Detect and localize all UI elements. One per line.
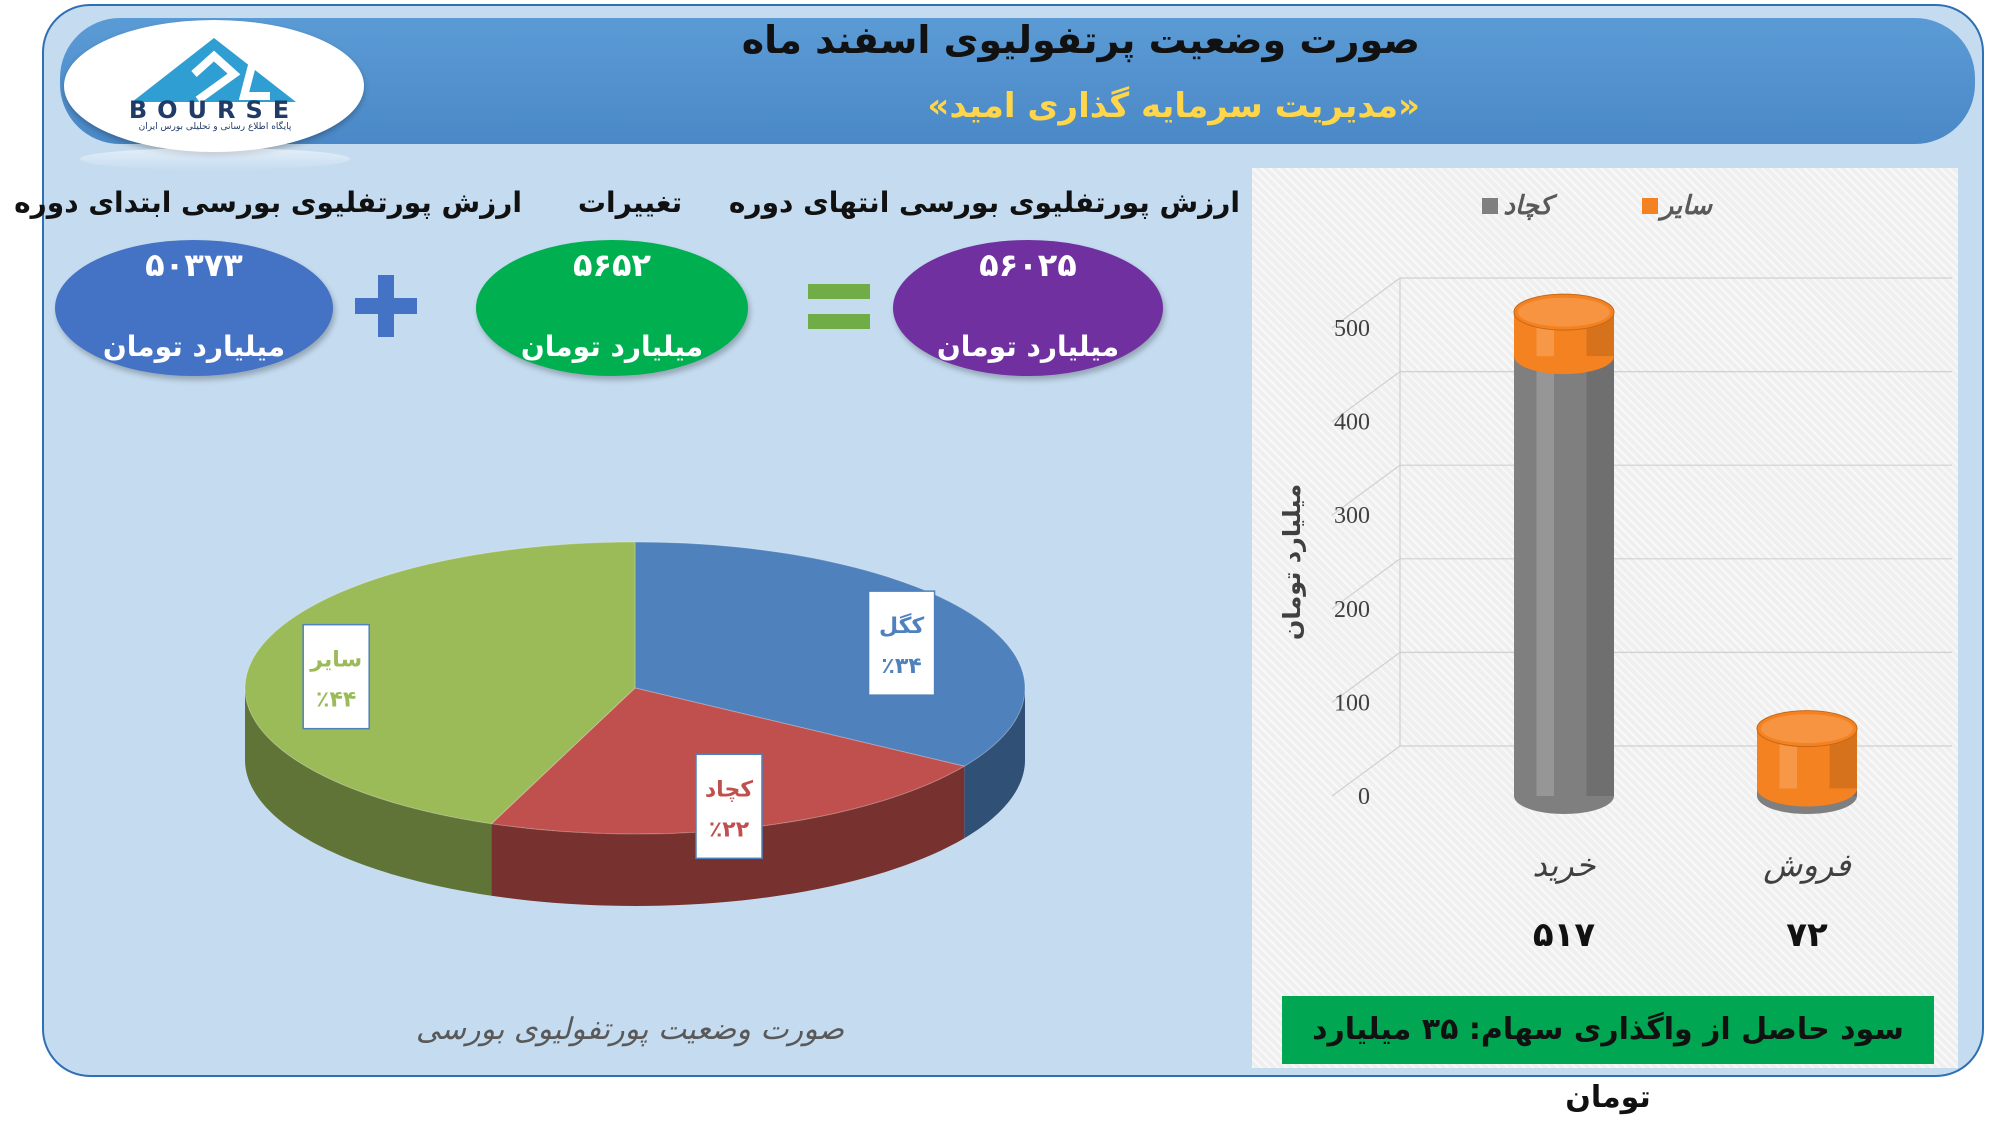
bar-stack-فروش (1756, 710, 1858, 814)
profit-banner: سود حاصل از واگذاری سهام: ۳۵ میلیارد توم… (1282, 996, 1934, 1115)
pie-chart-title: صورت وضعیت پورتفولیوی بورسی (415, 1012, 845, 1047)
end-value-label: ارزش پورتفلیوی بورسی انتهای دوره (728, 186, 1240, 219)
pie-label-percent: ٪۳۴ (881, 654, 921, 679)
bar-total-label: ۵۱۷ (1533, 915, 1596, 955)
start-value: ۵۰۳۷۳ (145, 246, 243, 284)
pie-wall-کگل (964, 688, 1025, 839)
bar-chart: 0 100 200 300 400 500 میلیارد تومان سایر کچاد خری… (1278, 191, 1952, 955)
gridline-side (1331, 651, 1401, 703)
pie-label-name: کگل (879, 612, 924, 639)
logo-word: BOURSE (128, 96, 300, 124)
page-title: صورت وضعیت پرتفولیوی اسفند ماه (741, 18, 1420, 62)
change-label: تغییرات (577, 186, 683, 219)
end-value-oval: ۵۶۰۲۵ میلیارد تومان (893, 240, 1163, 376)
x-category-label: فروش (1763, 846, 1851, 884)
infographic-page: BOURSE پایگاه اطلاع رسانی و تحلیلی بورس … (14, 4, 1984, 1115)
change-value: ۵۶۵۲ (572, 246, 652, 284)
change-unit: میلیارد تومان (520, 330, 704, 363)
pie-label-name: کچاد (705, 777, 753, 802)
bar-shadow (1586, 356, 1614, 796)
bar-segment-سایر (1757, 728, 1857, 807)
legend-swatch-سایر (1642, 198, 1658, 214)
pie-wall-سایر (245, 688, 492, 896)
logo-badge (64, 20, 364, 152)
pie-chart: کگل ٪۳۴ کچاد ٪۲۲ سایر ٪۴۴ (244, 541, 1026, 906)
plus-icon (355, 275, 417, 337)
logo-reflection (80, 148, 350, 170)
pie-label-box (695, 753, 763, 860)
gridline-side (1331, 558, 1401, 610)
equals-bar-top (808, 284, 870, 299)
page-subtitle: «مدیریت سرمایه گذاری امید» (927, 86, 1420, 126)
end-value-unit: میلیارد تومان (936, 330, 1120, 363)
gridline-side (1331, 464, 1401, 516)
bar-top-cap (1513, 293, 1615, 331)
gridline-side (1331, 745, 1401, 797)
change-oval: ۵۶۵۲ میلیارد تومان (476, 240, 748, 376)
pie-label-کچاد: کچاد ٪۲۲ (695, 753, 763, 860)
bar-grid (1331, 277, 1952, 797)
logo-digit-two (191, 50, 241, 104)
y-tick-label: 300 (1334, 503, 1370, 529)
y-tick-label: 0 (1358, 784, 1370, 810)
header-band (60, 18, 1975, 144)
logo-triangle (132, 38, 296, 102)
start-value-label: ارزش پورتفلیوی بورسی ابتدای دوره (14, 186, 522, 219)
bar-stack-خرید (1513, 293, 1615, 814)
y-tick-label: 500 (1334, 316, 1370, 342)
pie-label-box (867, 590, 936, 696)
logo-tagline: پایگاه اطلاع رسانی و تحلیلی بورس ایران (138, 122, 292, 132)
end-value: ۵۶۰۲۵ (979, 246, 1077, 284)
pie-label-box (302, 623, 370, 730)
legend-label-سایر: سایر (1657, 191, 1714, 221)
legend-label-کچاد: کچاد (1503, 191, 1557, 221)
y-axis-title: میلیارد تومان (1278, 484, 1306, 640)
pie-label-percent: ٪۲۲ (709, 817, 750, 842)
pie-slice-سایر (244, 541, 636, 825)
bar-top-cap (1756, 710, 1858, 748)
y-tick-label: 400 (1334, 410, 1370, 436)
gridline-side (1331, 277, 1401, 329)
equals-icon (808, 284, 870, 329)
gridline-side (1331, 371, 1401, 423)
start-value-unit: میلیارد تومان (102, 330, 286, 363)
x-category-label: خرید (1532, 846, 1595, 884)
pie-label-name: سایر (309, 648, 362, 673)
logo-digit-four (238, 48, 270, 100)
legend-swatch-کچاد (1482, 198, 1498, 214)
y-tick-label: 200 (1334, 597, 1370, 623)
pie-label-کگل: کگل ٪۳۴ (867, 590, 936, 696)
pie-label-سایر: سایر ٪۴۴ (302, 623, 370, 730)
bar-total-label: ۷۲ (1786, 915, 1828, 955)
logo-mark-icon (132, 38, 296, 104)
start-value-oval: ۵۰۳۷۳ میلیارد تومان (55, 240, 333, 376)
plus-bar-vertical (378, 275, 394, 337)
bar-highlight (1536, 356, 1554, 796)
bar-legend: سایر کچاد (1482, 191, 1713, 221)
bar-segment-کچاد (1514, 356, 1614, 814)
equals-bar-bottom (808, 314, 870, 329)
y-tick-label: 100 (1334, 690, 1370, 716)
bar-top-cap-shine (1761, 714, 1853, 744)
bar-top-cap-shine (1518, 297, 1610, 327)
pie-label-percent: ٪۴۴ (316, 688, 356, 713)
